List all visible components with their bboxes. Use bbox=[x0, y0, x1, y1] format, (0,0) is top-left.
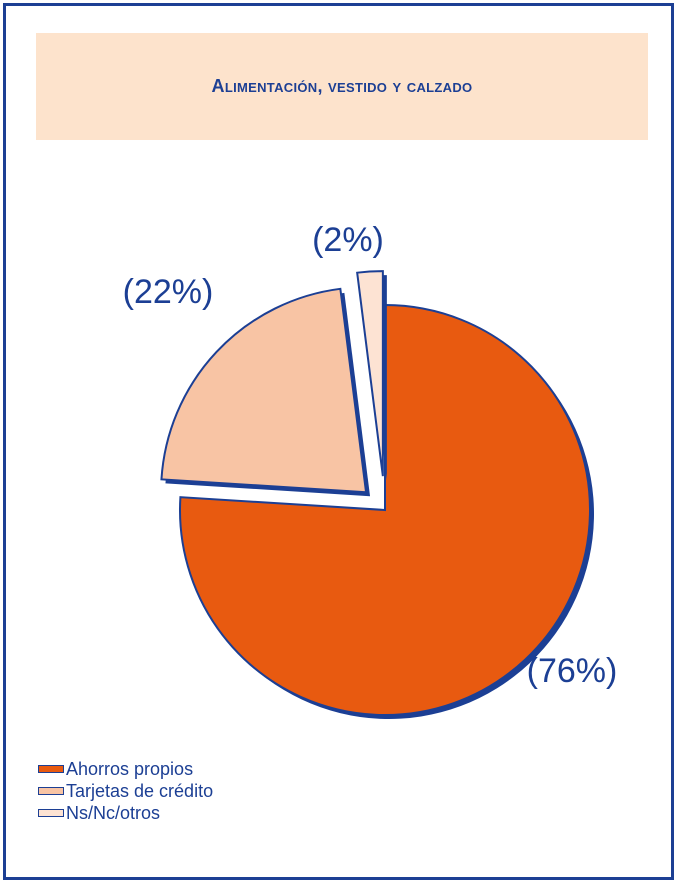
legend-item-nsnc: Ns/Nc/otros bbox=[38, 802, 213, 824]
pie-label-2: (22%) bbox=[123, 273, 214, 311]
legend-swatch-nsnc bbox=[38, 809, 64, 817]
pie-slice-3 bbox=[356, 270, 384, 477]
pie-slice-1 bbox=[179, 303, 591, 716]
legend-swatch-tarjetas bbox=[38, 787, 64, 795]
pie-slice-2 bbox=[160, 287, 368, 494]
legend-label: Ns/Nc/otros bbox=[66, 802, 161, 823]
pie-label-1: (76%) bbox=[527, 652, 618, 690]
legend-label: Ahorros propios bbox=[66, 758, 194, 779]
legend-label: Tarjetas de crédito bbox=[66, 780, 214, 801]
title-banner: Alimentación, vestido y calzado bbox=[36, 33, 648, 140]
legend: Ahorros propios Tarjetas de crédito Ns/N… bbox=[38, 758, 213, 824]
legend-item-tarjetas: Tarjetas de crédito bbox=[38, 780, 213, 802]
legend-item-ahorros: Ahorros propios bbox=[38, 758, 213, 780]
legend-swatch-ahorros bbox=[38, 765, 64, 773]
chart-title: Alimentación, vestido y calzado bbox=[211, 76, 473, 96]
pie-label-3: (2%) bbox=[312, 221, 384, 259]
